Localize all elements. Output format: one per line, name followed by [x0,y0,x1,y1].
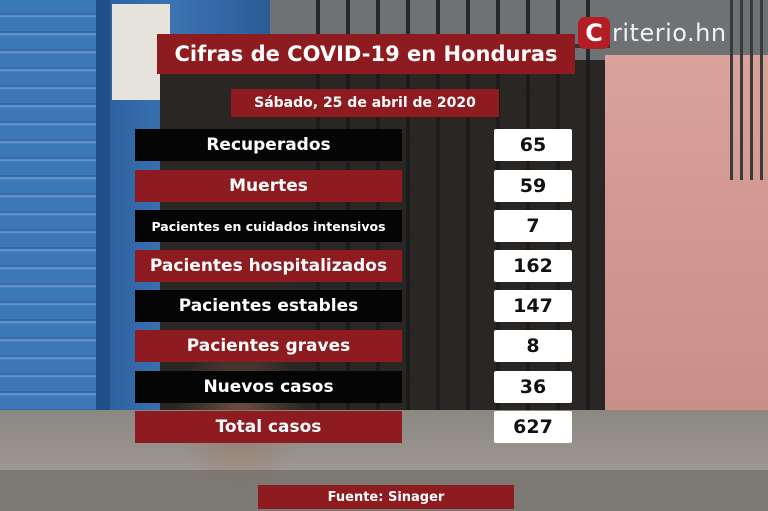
source-label: Fuente: Sinager [258,485,514,509]
railing [730,0,768,180]
stat-label: Muertes [135,170,402,202]
stat-row: Total casos 627 [135,411,575,443]
stat-row: Pacientes estables 147 [135,290,575,322]
stat-label: Pacientes estables [135,290,402,322]
stat-label: Pacientes en cuidados intensivos [135,210,402,242]
stat-row: Recuperados 65 [135,129,575,161]
stat-value: 59 [494,170,572,202]
stat-value: 65 [494,129,572,161]
stat-label: Recuperados [135,129,402,161]
stat-value: 8 [494,330,572,362]
stat-row: Pacientes hospitalizados 162 [135,250,575,282]
stat-value: 147 [494,290,572,322]
stat-row: Muertes 59 [135,170,575,202]
metal-shutter [0,0,100,440]
stat-label: Pacientes graves [135,330,402,362]
stat-label: Total casos [135,411,402,443]
stat-value: 627 [494,411,572,443]
stat-value: 162 [494,250,572,282]
logo-mark-icon: C [578,17,610,49]
stat-label: Pacientes hospitalizados [135,250,402,282]
stat-row: Nuevos casos 36 [135,371,575,403]
logo-text: riterio.hn [612,19,727,47]
page-title: Cifras de COVID-19 en Honduras [157,34,575,74]
stat-value: 36 [494,371,572,403]
date-label: Sábado, 25 de abril de 2020 [231,89,499,117]
stat-label: Nuevos casos [135,371,402,403]
shutter-frame [96,0,110,440]
stat-row: Pacientes en cuidados intensivos 7 [135,210,575,242]
criterio-logo: C riterio.hn [578,16,727,50]
stat-value: 7 [494,210,572,242]
stat-row: Pacientes graves 8 [135,330,575,362]
